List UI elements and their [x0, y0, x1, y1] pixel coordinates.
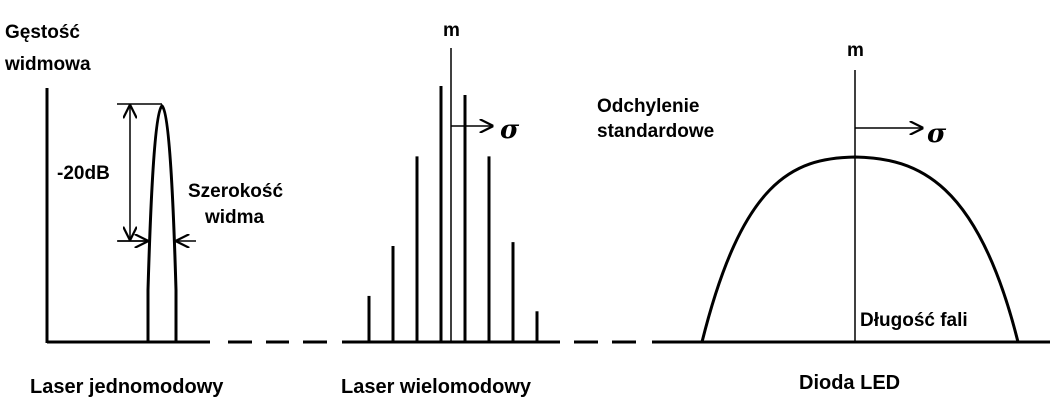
caption-led: Dioda LED [799, 372, 901, 394]
led-sigma-symbol: σ [927, 119, 947, 149]
multi-mode-lines [367, 86, 539, 342]
attenuation-label: -20dB [57, 163, 110, 184]
single-mode-peak [146, 104, 178, 342]
std-dev-label-line1: Odchylenie [597, 96, 700, 117]
led-mean-label: m [847, 40, 864, 61]
wavelength-axis-label: Długość fali [860, 310, 968, 331]
std-dev-label-line2: standardowe [597, 121, 715, 142]
multimode-sigma-symbol: σ [500, 115, 520, 145]
y-axis-title-line2: widmowa [5, 54, 91, 75]
spectral-width-label-line2: widma [205, 207, 265, 228]
attenuation-dimension [117, 103, 162, 242]
caption-multi-mode-laser: Laser wielomodowy [341, 376, 532, 398]
caption-single-mode-laser: Laser jednomodowy [30, 376, 224, 398]
multimode-mean-label: m [443, 20, 460, 41]
spectral-width-label-line1: Szerokość [188, 181, 284, 202]
y-axis-title-line1: Gęstość [5, 22, 80, 43]
